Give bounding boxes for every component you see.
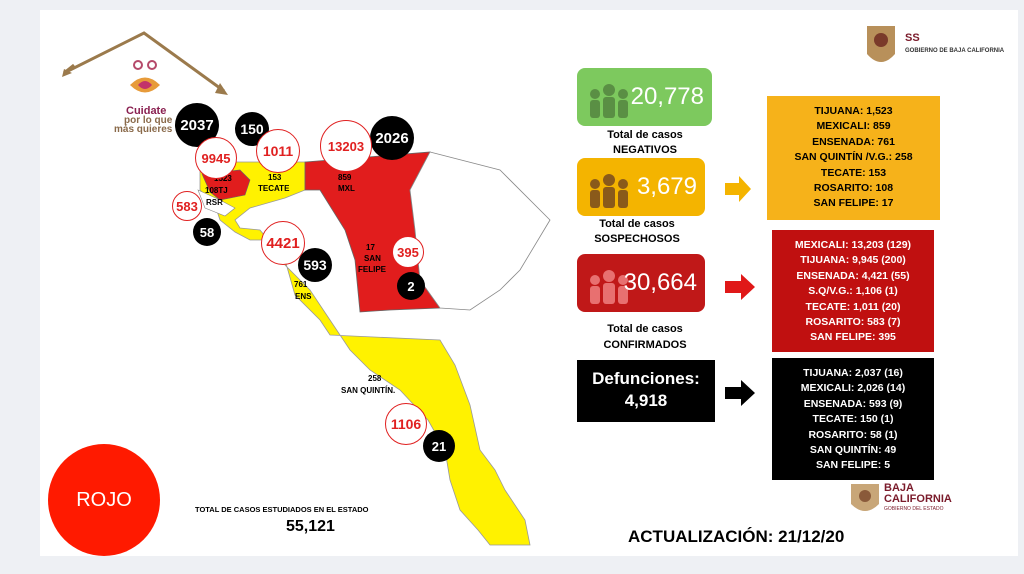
label-sq-1: 258 — [368, 374, 382, 383]
bc-line3: GOBIERNO DEL ESTADO — [884, 506, 944, 512]
list-item: SAN FELIPE: 5 — [815, 459, 891, 472]
label-tj-1: 1523 — [214, 174, 232, 183]
tecate-deaths-circle: 150 — [235, 112, 269, 146]
house-icon — [62, 31, 228, 95]
mxl-deaths-circle: 2026 — [370, 116, 414, 160]
sf-deaths-circle: 2 — [397, 272, 425, 300]
people-icon — [590, 174, 628, 208]
arrow-right-icon — [725, 380, 755, 406]
semaforo-rojo: ROJO — [48, 444, 160, 556]
label-mxl-1: 859 — [338, 173, 352, 182]
sq-confirmed-circle: 1106 — [385, 403, 427, 445]
label-sf-2: SAN — [364, 254, 381, 263]
label-sf-3: FELIPE — [358, 265, 387, 274]
list-item: TECATE: 153 — [820, 166, 887, 179]
baja-california-logo: BAJA CALIFORNIA GOBIERNO DEL ESTADO — [848, 480, 988, 520]
sospechosos-caption-2: SOSPECHOSOS — [594, 233, 680, 245]
list-item: SAN QUINTÍN /V.G.: 258 — [794, 151, 913, 164]
sospechosos-list: TIJUANA: 1,523 MEXICALI: 859 ENSENADA: 7… — [767, 96, 940, 220]
label-rsr: RSR — [206, 198, 223, 207]
label-tj-2: 108TJ — [205, 186, 228, 195]
sq-deaths-circle: 21 — [423, 430, 455, 462]
list-item: MEXICALI: 859 — [816, 120, 891, 133]
ens-confirmed-circle: 4421 — [261, 221, 305, 265]
rsr-deaths-circle: 58 — [193, 218, 221, 246]
defunciones-value: 4,918 — [624, 391, 668, 410]
list-item: TECATE: 150 (1) — [812, 413, 894, 426]
map-sonora-region — [409, 151, 551, 311]
tj-confirmed-circle: 9945 — [195, 137, 237, 179]
ens-deaths-circle: 593 — [298, 248, 332, 282]
negativos-caption-1: Total de casos — [607, 129, 683, 141]
label-tecate-2: TECATE — [258, 184, 290, 193]
bc-line2: CALIFORNIA — [884, 493, 952, 505]
list-item: SAN FELIPE: 395 — [810, 331, 896, 344]
logo-text-2: por lo que — [124, 115, 173, 126]
arrow-right-icon — [725, 176, 751, 202]
total-label: TOTAL DE CASOS ESTUDIADOS EN EL ESTADO — [195, 505, 369, 514]
ss-logo: SS GOBIERNO DE BAJA CALIFORNIA — [863, 20, 1005, 76]
ss-title: SS — [905, 32, 920, 44]
label-ens-2: ENS — [295, 292, 312, 301]
label-sq-2: SAN QUINTÍN. — [341, 386, 396, 395]
map-rosarito-region — [197, 189, 236, 217]
list-item: ROSARITO: 583 (7) — [805, 316, 901, 329]
mxl-confirmed-circle: 13203 — [320, 120, 372, 172]
arrow-right-icon — [725, 274, 755, 300]
list-item: SAN QUINTÍN: 49 — [809, 444, 897, 457]
list-item: SAN FELIPE: 17 — [813, 197, 894, 210]
confirmados-caption-1: Total de casos — [607, 323, 683, 335]
cuidate-logo: Cuidate por lo que más quieres — [60, 25, 235, 135]
negativos-caption-2: NEGATIVOS — [613, 144, 677, 156]
list-item: ENSENADA: 593 (9) — [803, 397, 903, 410]
ss-gov: GOBIERNO DE BAJA CALIFORNIA — [905, 48, 1005, 54]
list-item: ROSARITO: 108 — [813, 182, 894, 195]
list-item: TIJUANA: 2,037 (16) — [803, 367, 903, 379]
baja-california-map — [197, 151, 551, 546]
logo-text-3: más quieres — [114, 124, 173, 135]
confirmados-value: 30,664 — [623, 269, 697, 296]
logo-text-1: Cuidate — [126, 105, 167, 117]
people-icon — [590, 270, 628, 304]
confirmados-caption-2: CONFIRMADOS — [603, 339, 687, 351]
list-item: TECATE: 1,011 (20) — [805, 300, 901, 313]
list-item: ROSARITO: 58 (1) — [808, 428, 898, 441]
defunciones-list: TIJUANA: 2,037 (16) MEXICALI: 2,026 (14)… — [772, 358, 934, 480]
negativos-box: 20,778 — [577, 68, 712, 126]
defunciones-box: Defunciones: 4,918 — [577, 360, 715, 422]
coat-of-arms-icon — [867, 26, 895, 62]
total-value: 55,121 — [286, 518, 335, 535]
sospechosos-caption-1: Total de casos — [599, 218, 675, 230]
people-icon — [590, 84, 628, 118]
coat-of-arms-icon — [851, 484, 879, 511]
sospechosos-box: 3,679 — [577, 158, 705, 216]
sospechosos-value: 3,679 — [636, 173, 697, 200]
list-item: TIJUANA: 9,945 (200) — [800, 254, 906, 267]
list-item: MEXICALI: 2,026 (14) — [800, 382, 906, 395]
actualizacion-text: ACTUALIZACIÓN: 21/12/20 — [628, 527, 845, 546]
label-mxl-2: MXL — [338, 184, 355, 193]
list-item: MEXICALI: 13,203 (129) — [794, 239, 912, 251]
label-sf-1: 17 — [366, 243, 375, 252]
bc-line1: BAJA — [884, 482, 914, 494]
confirmados-list: MEXICALI: 13,203 (129) TIJUANA: 9,945 (2… — [772, 230, 934, 352]
defunciones-title: Defunciones: — [592, 369, 700, 388]
negativos-value: 20,778 — [630, 83, 704, 110]
list-item: ENSENADA: 761 — [812, 135, 895, 148]
confirmados-box: 30,664 — [577, 254, 705, 312]
label-ens-1: 761 — [294, 280, 308, 289]
rsr-confirmed-circle: 583 — [172, 191, 202, 221]
list-item: ENSENADA: 4,421 (55) — [796, 269, 910, 282]
slide: Cuidate por lo que más quieres SS GOBIER… — [40, 10, 1018, 556]
list-item: S.Q/V.G.: 1,106 (1) — [808, 285, 898, 298]
tecate-confirmed-circle: 1011 — [256, 129, 300, 173]
list-item: TIJUANA: 1,523 — [814, 105, 893, 117]
label-tecate-1: 153 — [268, 173, 282, 182]
sf-confirmed-circle: 395 — [392, 236, 424, 268]
